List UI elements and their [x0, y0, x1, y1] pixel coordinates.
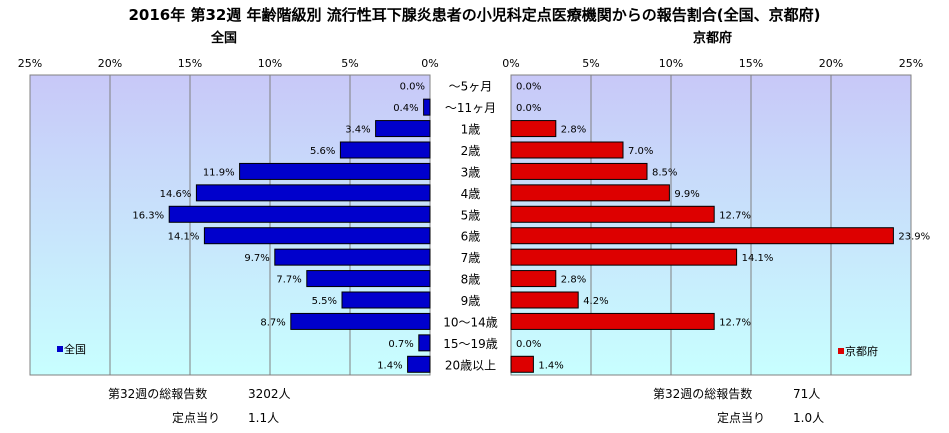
bar-kyoto — [510, 184, 670, 202]
bar-national — [339, 141, 431, 159]
data-label-kyoto: 9.9% — [674, 189, 699, 200]
bar-kyoto — [510, 312, 715, 330]
data-label-national: 14.6% — [160, 189, 192, 200]
plot-area-kyoto — [510, 74, 912, 376]
national-total-value: 3202人 — [248, 387, 291, 401]
category-label: 6歳 — [461, 230, 481, 244]
tick-label-kyoto: 20% — [819, 57, 843, 70]
data-label-kyoto: 4.2% — [583, 296, 608, 307]
category-label: 8歳 — [461, 273, 481, 287]
category-label: 10～14歳 — [443, 315, 498, 329]
data-label-national: 5.5% — [312, 296, 337, 307]
bar-national — [274, 248, 431, 266]
chart-title: 2016年 第32週 年齢階級別 流行性耳下腺炎患者の小児科定点医療機関からの報… — [128, 6, 821, 24]
national-total-label: 第32週の総報告数 — [108, 387, 208, 401]
bar-kyoto — [510, 162, 648, 180]
data-label-kyoto: 7.0% — [628, 146, 653, 157]
data-label-kyoto: 1.4% — [538, 360, 563, 371]
data-label-national: 3.4% — [345, 125, 370, 136]
data-label-national: 11.9% — [203, 167, 235, 178]
data-label-national: 0.0% — [400, 82, 425, 93]
bar-national — [203, 227, 431, 245]
data-label-kyoto: 23.9% — [898, 232, 930, 243]
kyoto-per-label: 定点当り — [717, 411, 766, 425]
data-label-national: 0.7% — [388, 339, 413, 350]
legend-marker-kyoto — [838, 348, 844, 354]
category-label: 7歳 — [461, 251, 481, 265]
category-label: 2歳 — [461, 144, 481, 158]
legend-label-kyoto: 京都府 — [845, 344, 878, 358]
data-label-national: 9.7% — [244, 253, 269, 264]
tick-label-kyoto: 25% — [899, 57, 923, 70]
tick-label-kyoto: 10% — [659, 57, 683, 70]
plot-area-national — [29, 74, 431, 376]
bar-kyoto — [510, 355, 534, 373]
bar-national — [168, 205, 431, 223]
bar-national — [306, 270, 431, 288]
data-label-national: 0.4% — [393, 103, 418, 114]
tick-label-kyoto: 0% — [502, 57, 519, 70]
bar-national — [239, 162, 431, 180]
data-label-kyoto: 0.0% — [516, 103, 541, 114]
category-label: 3歳 — [461, 165, 481, 179]
category-label: ～5ヶ月 — [449, 80, 493, 94]
category-label: 20歳以上 — [445, 358, 496, 372]
data-label-kyoto: 2.8% — [561, 275, 586, 286]
tick-label-national: 10% — [258, 57, 282, 70]
category-label: 4歳 — [461, 187, 481, 201]
tick-label-national: 0% — [421, 57, 438, 70]
tick-label-national: 5% — [341, 57, 358, 70]
kyoto-total-value: 71人 — [793, 387, 821, 401]
legend-marker-national — [57, 346, 63, 352]
data-label-national: 1.4% — [377, 360, 402, 371]
data-label-national: 14.1% — [168, 232, 200, 243]
category-label: 1歳 — [461, 123, 481, 137]
bar-kyoto — [510, 205, 715, 223]
data-label-kyoto: 14.1% — [742, 253, 774, 264]
bar-national — [195, 184, 431, 202]
national-per-value: 1.1人 — [248, 411, 280, 425]
national-panel-title: 全国 — [211, 31, 238, 46]
legend-label-national: 全国 — [64, 342, 86, 356]
data-label-kyoto: 2.8% — [561, 125, 586, 136]
bar-national — [407, 355, 431, 373]
category-label: ～11ヶ月 — [445, 101, 496, 115]
data-label-national: 16.3% — [132, 210, 164, 221]
category-label: 9歳 — [461, 294, 481, 308]
bar-national — [375, 120, 431, 138]
data-label-kyoto: 0.0% — [516, 82, 541, 93]
tick-label-national: 20% — [98, 57, 122, 70]
bar-kyoto — [510, 120, 557, 138]
kyoto-panel-title: 京都府 — [693, 31, 733, 46]
bar-kyoto — [510, 227, 894, 245]
bar-kyoto — [510, 248, 738, 266]
data-label-national: 7.7% — [276, 275, 301, 286]
data-label-national: 5.6% — [310, 146, 335, 157]
data-label-national: 8.7% — [260, 317, 285, 328]
data-label-kyoto: 0.0% — [516, 339, 541, 350]
tick-label-national: 15% — [178, 57, 202, 70]
bar-national — [418, 334, 431, 352]
data-label-kyoto: 12.7% — [719, 210, 751, 221]
data-label-kyoto: 12.7% — [719, 317, 751, 328]
tick-label-kyoto: 15% — [739, 57, 763, 70]
category-label: 5歳 — [461, 208, 481, 222]
kyoto-per-value: 1.0人 — [793, 411, 825, 425]
kyoto-total-label: 第32週の総報告数 — [653, 387, 753, 401]
bar-kyoto — [510, 270, 557, 288]
category-label: 15～19歳 — [443, 337, 498, 351]
bar-national — [341, 291, 431, 309]
national-per-label: 定点当り — [172, 411, 221, 425]
tick-label-kyoto: 5% — [582, 57, 599, 70]
bar-kyoto — [510, 141, 624, 159]
tick-label-national: 25% — [18, 57, 42, 70]
bar-national — [423, 98, 431, 116]
data-label-kyoto: 8.5% — [652, 167, 677, 178]
bar-kyoto — [510, 291, 579, 309]
bar-national — [290, 312, 431, 330]
